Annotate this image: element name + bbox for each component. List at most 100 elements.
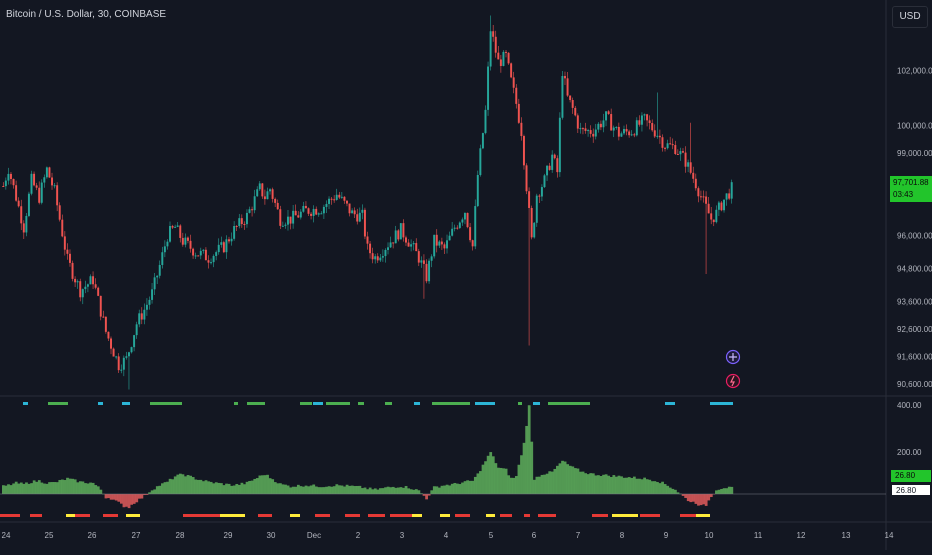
histogram-bar <box>599 476 603 494</box>
histogram-bar <box>502 468 505 494</box>
candle <box>130 346 133 354</box>
signal-segment <box>358 402 364 405</box>
histogram-bar <box>389 487 393 494</box>
histogram-bar <box>617 475 621 494</box>
histogram-bar <box>286 485 290 494</box>
histogram-bar <box>709 494 713 498</box>
histogram-bar <box>640 479 644 494</box>
price-scale[interactable]: 102,000.00100,000.0099,000.0098,000.0096… <box>897 67 932 390</box>
candle <box>174 224 177 228</box>
candle <box>30 170 33 196</box>
histogram-bar <box>376 489 380 494</box>
price-tick-label: 102,000.00 <box>897 67 932 76</box>
histogram-bar <box>381 488 385 494</box>
indicator-scale[interactable]: 400.00 200.00 <box>897 401 922 457</box>
candle <box>374 253 377 264</box>
histogram-bar <box>484 461 487 494</box>
histogram-bar <box>58 479 62 494</box>
candle <box>422 254 425 299</box>
candle <box>517 98 520 124</box>
candle <box>515 84 518 109</box>
histogram-bar <box>78 481 82 494</box>
histogram-bar <box>476 473 480 494</box>
candle <box>494 30 497 58</box>
histogram-bar <box>504 468 508 494</box>
histogram-bar <box>445 484 449 494</box>
histogram-bar <box>730 486 734 494</box>
candle <box>199 247 202 260</box>
histogram-bar <box>84 483 87 494</box>
signal-segment <box>313 402 323 405</box>
histogram-bar <box>171 479 175 494</box>
histogram-bar <box>591 473 595 494</box>
histogram-bar <box>245 481 249 494</box>
indicator-value-tag: 26.80 <box>891 470 931 482</box>
candle <box>546 165 549 182</box>
candle <box>35 182 38 191</box>
candle <box>202 249 205 254</box>
histogram-bar <box>266 474 269 494</box>
histogram-bar <box>17 483 21 494</box>
histogram-bar <box>212 483 216 494</box>
candlestick-series <box>2 15 733 390</box>
histogram-bar <box>666 485 670 494</box>
histogram-bar <box>391 486 395 494</box>
histogram-bar <box>66 477 69 494</box>
histogram-bar <box>545 473 549 494</box>
candle <box>302 201 305 213</box>
candle <box>112 347 115 357</box>
histogram-bar <box>507 475 511 494</box>
histogram-bar <box>296 484 300 494</box>
indicator-tick-label: 200.00 <box>897 448 922 457</box>
candle <box>145 298 148 316</box>
candle <box>599 120 602 131</box>
histogram-bar <box>89 482 92 494</box>
candle <box>471 239 474 251</box>
candle <box>299 209 302 220</box>
candle <box>256 186 259 197</box>
time-tick-label: 12 <box>797 531 806 540</box>
candle <box>333 195 336 203</box>
candle <box>251 206 254 217</box>
candle <box>38 181 41 205</box>
histogram-bar <box>448 485 452 494</box>
histogram-bar <box>202 481 205 494</box>
lightning-event-icon[interactable] <box>725 373 741 389</box>
histogram-bar <box>132 494 136 504</box>
candle <box>58 202 61 222</box>
event-markers[interactable] <box>725 349 741 389</box>
histogram-bar <box>540 474 544 494</box>
histogram-bar <box>340 485 344 494</box>
histogram-bar <box>163 482 167 494</box>
candle <box>12 178 15 189</box>
candle <box>176 221 179 228</box>
currency-button[interactable]: USD <box>892 6 928 28</box>
histogram-bar <box>178 473 182 494</box>
histogram-bar <box>394 487 398 494</box>
histogram-bar <box>566 464 570 494</box>
histogram-bar <box>650 481 654 494</box>
histogram-bar <box>114 494 118 501</box>
time-tick-label: Dec <box>307 531 321 540</box>
candle <box>79 278 82 302</box>
candle <box>338 191 341 200</box>
histogram-bar <box>176 474 180 494</box>
histogram-bar <box>479 471 482 494</box>
economic-event-icon[interactable] <box>725 349 741 365</box>
histogram-bar <box>161 483 164 494</box>
time-tick-label: 28 <box>176 531 185 540</box>
price-tick-label: 93,600.00 <box>897 298 932 307</box>
histogram-bar <box>338 485 341 494</box>
histogram-bar <box>663 484 667 494</box>
candle <box>617 122 620 141</box>
histogram-bar <box>43 483 46 494</box>
histogram-bar <box>489 452 493 494</box>
candle <box>530 205 533 240</box>
candle <box>561 70 564 120</box>
time-axis[interactable]: 24 25 26 27 28 29 30 Dec 2 3 4 5 6 7 8 9 10 11 12 13 14 <box>2 531 894 540</box>
candle <box>376 253 379 263</box>
histogram-bar <box>520 455 523 494</box>
histogram-bar <box>514 476 518 494</box>
